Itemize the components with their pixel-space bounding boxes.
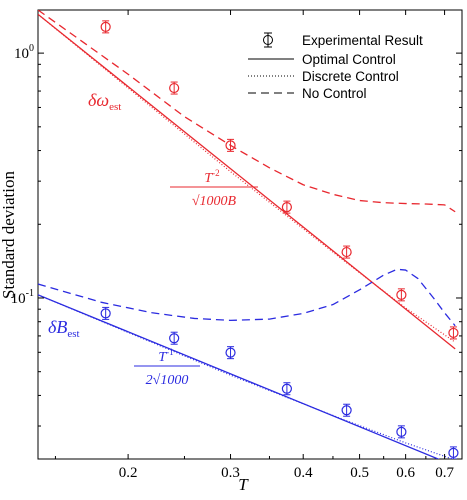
y-tick-label-base: 10 (11, 291, 26, 307)
B-formula: T-1 2√1000 (134, 347, 200, 388)
y-tick-label: 10-1 (11, 288, 34, 307)
B-formula-denominator: 2√1000 (146, 373, 189, 388)
B-formula-numerator: T-1 (158, 347, 173, 365)
omega-label: δωest (88, 90, 121, 113)
marker (169, 82, 180, 94)
omega-experimental-point (281, 200, 292, 214)
legend-item-experimental: Experimental Result (263, 32, 423, 48)
B-experimental-point (396, 425, 407, 439)
legend: Experimental Result Optimal Control Disc… (242, 26, 456, 101)
series-layer (38, 10, 459, 459)
x-tick-label: 0.7 (435, 465, 454, 481)
marker (396, 289, 407, 300)
legend-label-none: No Control (302, 86, 367, 101)
marker (225, 347, 236, 358)
marker (225, 140, 236, 151)
legend-box (242, 26, 456, 98)
y-tick-label-exp: 0 (29, 43, 34, 54)
B-discrete-line (38, 294, 455, 459)
x-tick-label: 0.4 (294, 465, 313, 481)
legend-label-optimal: Optimal Control (302, 52, 396, 67)
marker (281, 202, 292, 213)
omega-formula: T-2 √1000B (170, 168, 258, 209)
marker (341, 246, 352, 258)
legend-item-discrete: Discrete Control (248, 69, 399, 84)
B-label: δBest (48, 317, 80, 340)
B-experimental-point (225, 346, 236, 360)
omega-discrete-line (38, 13, 456, 343)
omega-annotation: δωest (88, 90, 121, 113)
legend-label-experimental: Experimental Result (302, 33, 423, 48)
omega-none-line (38, 10, 456, 213)
marker (281, 383, 292, 394)
omega-formula-denominator: √1000B (192, 194, 237, 209)
marker (341, 405, 352, 416)
marker (100, 308, 111, 319)
legend-item-none: No Control (248, 86, 367, 101)
omega-experimental-point (100, 20, 111, 34)
omega-experimental-point (341, 245, 352, 259)
x-tick-label: 0.3 (221, 465, 240, 481)
marker (169, 333, 180, 344)
B-experimental-point (341, 403, 352, 417)
legend-marker-icon (263, 35, 273, 45)
marker (100, 21, 111, 32)
y-tick-label-exp: -1 (26, 288, 34, 299)
B-annotation: δBest (48, 317, 80, 340)
B-experimental-point (281, 382, 292, 396)
x-tick-label: 0.5 (350, 465, 369, 481)
omega-experimental-point (169, 81, 180, 95)
y-tick-label-base: 10 (14, 46, 29, 62)
x-axis-title: T (238, 475, 249, 494)
omega-experimental-point (396, 288, 407, 302)
omega-optimal-line (38, 13, 456, 350)
B-experimental-point (169, 331, 180, 345)
y-tick-label: 100 (14, 43, 34, 62)
x-tick-label: 0.6 (396, 465, 415, 481)
marker (448, 447, 459, 458)
y-axis-title: Standard deviation (0, 171, 18, 299)
x-tick-label: 0.2 (119, 465, 138, 481)
B-none-line (38, 268, 456, 327)
omega-formula-numerator: T-2 (204, 168, 219, 186)
marker (396, 426, 407, 437)
series-clip-group (38, 10, 459, 459)
legend-item-optimal: Optimal Control (248, 52, 396, 67)
B-experimental-point (100, 306, 111, 320)
marker (448, 327, 459, 339)
legend-label-discrete: Discrete Control (302, 69, 399, 84)
